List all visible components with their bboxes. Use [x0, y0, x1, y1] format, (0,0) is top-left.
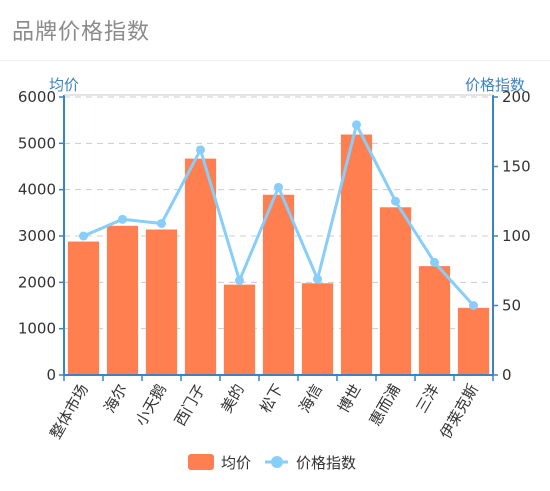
- left-tick-label-3: 3000: [18, 227, 56, 245]
- category-label-1: 整体市场: [46, 381, 92, 442]
- bar-10: [418, 266, 451, 375]
- left-tick-label-2: 2000: [18, 273, 56, 291]
- left-tick-label-5: 5000: [18, 134, 56, 152]
- left-tick-label-4: 4000: [18, 181, 56, 199]
- legend-bar-label: 均价: [221, 454, 251, 472]
- category-label-9: 惠而浦: [366, 381, 404, 429]
- bar-1: [67, 241, 100, 375]
- price-index-point-2: [118, 214, 127, 224]
- bar-2: [106, 225, 139, 375]
- legend-line-marker: [271, 456, 283, 468]
- price-index-point-1: [79, 231, 88, 241]
- price-index-point-6: [274, 182, 283, 192]
- right-tick-label-1: 50: [502, 297, 521, 315]
- legend-bar-swatch[interactable]: [188, 454, 214, 470]
- category-label-3: 小天鹅: [132, 381, 170, 429]
- bar-9: [379, 207, 412, 375]
- bar-8: [340, 134, 373, 375]
- price-index-point-5: [235, 275, 244, 285]
- price-index-point-3: [157, 218, 166, 228]
- price-index-point-7: [313, 274, 322, 284]
- right-tick-label-4: 200: [502, 88, 531, 106]
- title-divider: [0, 60, 550, 61]
- bar-5: [223, 284, 256, 375]
- bar-6: [262, 194, 295, 375]
- category-label-10: 三洋: [412, 381, 443, 416]
- right-tick-label-0: 0: [502, 366, 512, 384]
- category-label-6: 松下: [256, 381, 287, 416]
- bar-7: [301, 283, 334, 375]
- category-label-7: 海信: [295, 381, 326, 416]
- category-label-8: 博世: [334, 381, 365, 416]
- category-label-2: 海尔: [100, 381, 131, 416]
- left-tick-label-1: 1000: [18, 320, 56, 338]
- left-tick-label-0: 0: [46, 366, 56, 384]
- right-axis-title: 价格指数: [465, 76, 525, 94]
- category-label-4: 西门子: [171, 381, 209, 429]
- price-index-point-11: [469, 301, 478, 310]
- category-label-11: 伊莱克斯: [436, 381, 482, 442]
- legend-line-label: 价格指数: [296, 454, 356, 472]
- left-axis-title: 均价: [49, 76, 79, 94]
- right-tick-label-2: 100: [502, 227, 531, 245]
- category-label-5: 美的: [217, 381, 248, 416]
- page-title: 品牌价格指数: [12, 20, 151, 45]
- price-index-point-9: [391, 196, 400, 206]
- right-tick-label-3: 150: [502, 158, 531, 176]
- price-index-point-4: [196, 145, 205, 155]
- bar-11: [457, 307, 490, 375]
- bar-3: [145, 229, 178, 375]
- left-tick-label-6: 6000: [18, 88, 56, 106]
- bar-4: [184, 158, 217, 375]
- price-index-point-10: [430, 257, 439, 267]
- price-index-point-8: [352, 120, 361, 130]
